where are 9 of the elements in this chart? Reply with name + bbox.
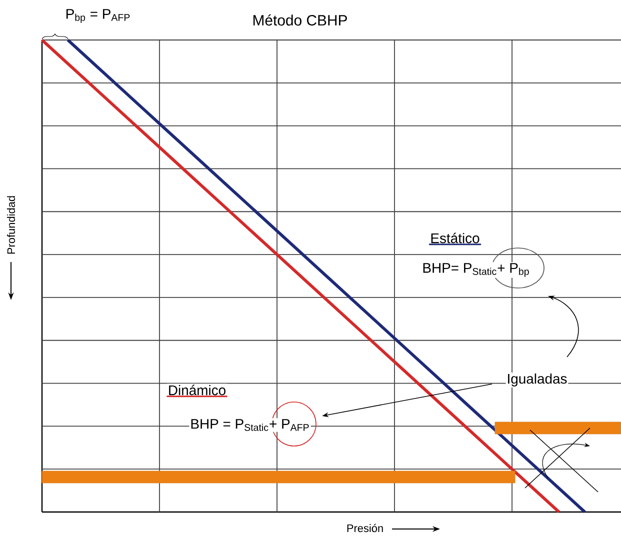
- annotation: Estático: [431, 232, 480, 244]
- annotation: Dinámico: [169, 384, 226, 396]
- annotation: BHP = P$_{Static}$+ P$_{AFP}$: [191, 419, 309, 431]
- y-axis-title: Profundidad: [6, 196, 16, 254]
- text: P$_{bp}$ = P$_{AFP}$: [66, 9, 130, 23]
- x-axis-title: Presión: [347, 524, 383, 532]
- chart-title: Método CBHP: [253, 14, 347, 26]
- annotation: BHP= P$_{Static}$+ P$_{bp}$: [423, 263, 529, 277]
- annotation: Igualadas: [508, 373, 567, 386]
